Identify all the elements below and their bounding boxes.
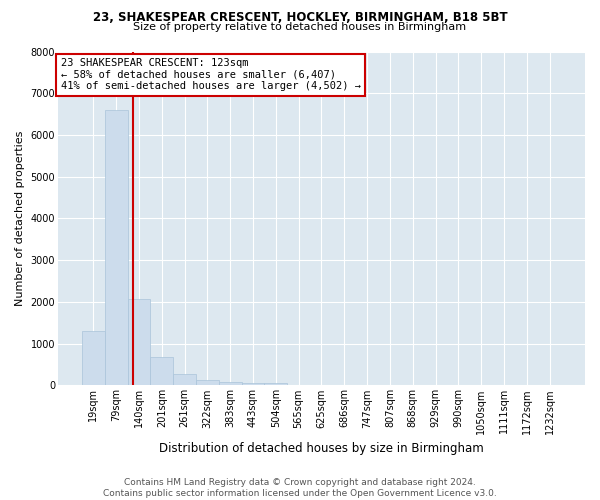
Text: Contains HM Land Registry data © Crown copyright and database right 2024.
Contai: Contains HM Land Registry data © Crown c… — [103, 478, 497, 498]
Bar — [265, 383, 287, 386]
Text: 23, SHAKESPEAR CRESCENT, HOCKLEY, BIRMINGHAM, B18 5BT: 23, SHAKESPEAR CRESCENT, HOCKLEY, BIRMIN… — [92, 11, 508, 24]
Bar — [196, 380, 219, 386]
Bar — [151, 357, 173, 386]
Text: 23 SHAKESPEAR CRESCENT: 123sqm
← 58% of detached houses are smaller (6,407)
41% : 23 SHAKESPEAR CRESCENT: 123sqm ← 58% of … — [61, 58, 361, 92]
Y-axis label: Number of detached properties: Number of detached properties — [15, 131, 25, 306]
Bar — [219, 382, 242, 386]
X-axis label: Distribution of detached houses by size in Birmingham: Distribution of detached houses by size … — [159, 442, 484, 455]
Text: Size of property relative to detached houses in Birmingham: Size of property relative to detached ho… — [133, 22, 467, 32]
Bar — [128, 298, 151, 386]
Bar — [242, 384, 265, 386]
Bar — [82, 331, 105, 386]
Bar — [105, 110, 128, 386]
Bar — [173, 374, 196, 386]
